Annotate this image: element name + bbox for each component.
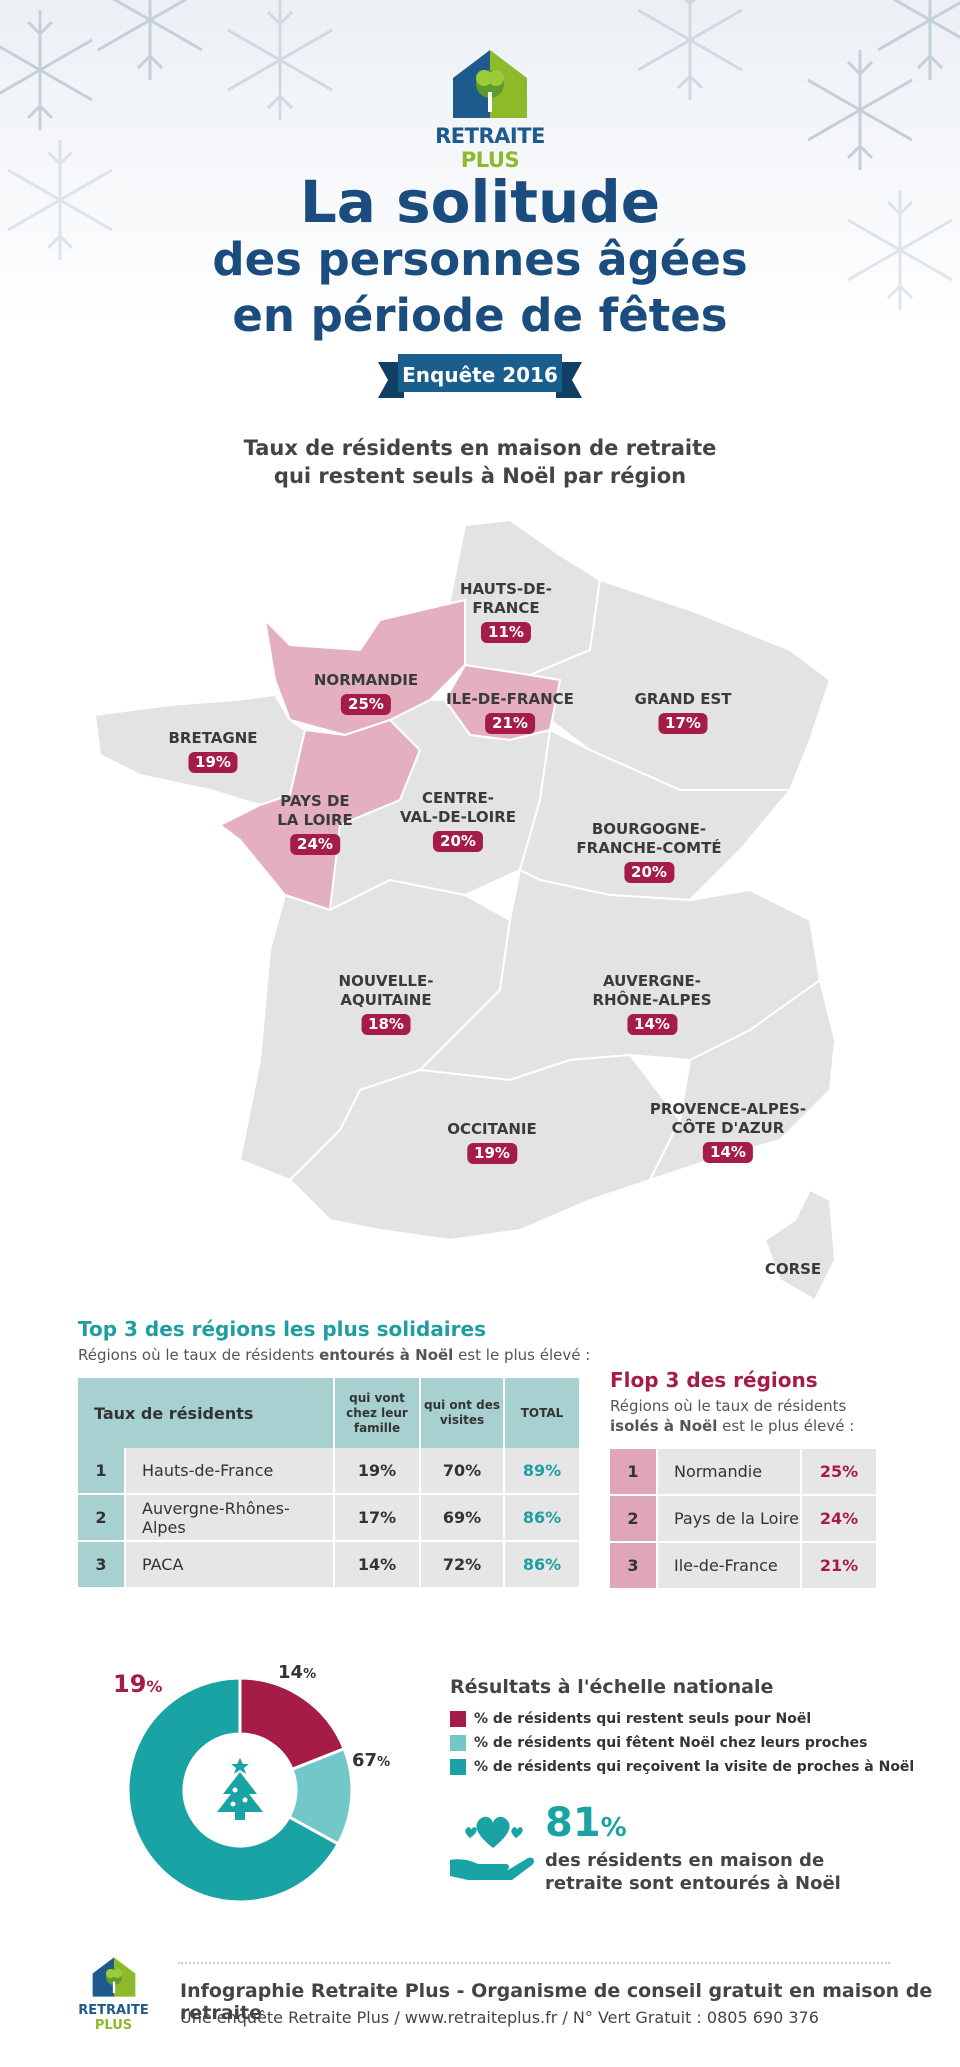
- region-pct-badge: 20%: [433, 831, 483, 852]
- legend-family: % de résidents qui fêtent Noël chez leur…: [450, 1733, 867, 1753]
- brand-name-part1: RETRAITE: [435, 124, 545, 148]
- legend-swatch: [450, 1759, 466, 1775]
- region-label-bourgogne-franche-comte: BOURGOGNE- FRANCHE-COMTÉ 20%: [576, 820, 722, 883]
- donut-label-family: 14%: [278, 1662, 317, 1683]
- flop3-title: Flop 3 des régions: [610, 1368, 818, 1392]
- footer-logo: RETRAITE PLUS: [66, 1955, 161, 2033]
- survey-year-ribbon: Enquête 2016: [402, 363, 558, 387]
- brand-logo: RETRAITE PLUS: [430, 48, 550, 172]
- region-corse: [763, 1188, 837, 1300]
- ribbon-shape: [378, 354, 582, 398]
- footer-divider: [178, 1962, 890, 1964]
- france-map: [93, 518, 837, 1300]
- title-line-2: des personnes âgées: [212, 233, 748, 286]
- heart-hands-icon: [450, 1816, 535, 1880]
- region-pct-badge: 19%: [188, 752, 238, 773]
- map-subtitle-line2: qui restent seuls à Noël par région: [273, 464, 687, 488]
- table-row: 1 Normandie 25%: [610, 1449, 878, 1496]
- top3-header-total: TOTAL: [504, 1378, 581, 1448]
- brand-name-part2: PLUS: [460, 148, 520, 172]
- region-normandie: [263, 598, 466, 737]
- table-row: 3 PACA 14% 72% 86%: [78, 1541, 581, 1589]
- legend-visits: % de résidents qui reçoivent la visite d…: [450, 1757, 914, 1777]
- region-label-paca: PROVENCE-ALPES- CÔTE D'AZUR 14%: [649, 1100, 807, 1163]
- footer-contact: Une enquête Retraite Plus / www.retraite…: [180, 2008, 819, 2027]
- region-pct-badge: 20%: [624, 862, 674, 883]
- donut-slice-2: [126, 1676, 341, 1904]
- region-pct-badge: 24%: [290, 834, 340, 855]
- region-pct-badge: 19%: [467, 1143, 517, 1164]
- region-pct-badge: 17%: [658, 713, 708, 734]
- region-label-corse: CORSE: [764, 1260, 822, 1278]
- flop3-table: 1 Normandie 25% 2 Pays de la Loire 24% 3…: [610, 1449, 878, 1590]
- christmas-tree-icon: [217, 1758, 263, 1820]
- big-stat-text: des résidents en maison de retraite sont…: [545, 1850, 841, 1894]
- region-pct-badge: 14%: [703, 1142, 753, 1163]
- donut-label-alone: 19%: [113, 1670, 163, 1698]
- donut-label-visits: 67%: [352, 1750, 391, 1771]
- top3-header-visits: qui ont des visites: [420, 1378, 505, 1448]
- snowflake-background: [0, 0, 960, 330]
- legend-alone: % de résidents qui restent seuls pour No…: [450, 1709, 811, 1729]
- region-label-grand-est: GRAND EST 17%: [634, 690, 732, 734]
- region-label-occitanie: OCCITANIE 19%: [447, 1120, 537, 1164]
- flop3-description: Régions où le taux de résidents isolés à…: [610, 1397, 855, 1435]
- map-subtitle-line1: Taux de résidents en maison de retraite: [243, 436, 717, 460]
- donut-slice-0: [238, 1676, 347, 1772]
- national-title: Résultats à l'échelle nationale: [450, 1676, 774, 1698]
- main-subtitle: des personnes âgées en période de fêtes: [0, 232, 960, 344]
- top3-header-residents: Taux de résidents: [78, 1378, 335, 1448]
- region-label-pays-de-la-loire: PAYS DE LA LOIRE 24%: [277, 792, 353, 855]
- big-stat: 81%: [545, 1800, 627, 1846]
- region-pct-badge: 14%: [627, 1014, 677, 1035]
- region-pct-badge: 25%: [341, 694, 391, 715]
- region-label-hauts-de-france: HAUTS-DE- FRANCE 11%: [459, 580, 553, 643]
- region-label-centre-val-de-loire: CENTRE- VAL-DE-LOIRE 20%: [399, 789, 517, 852]
- top3-header-family: qui vont chez leur famille: [334, 1378, 421, 1448]
- legend-swatch: [450, 1735, 466, 1751]
- national-donut-chart: [126, 1676, 354, 1904]
- region-label-bretagne: BRETAGNE 19%: [168, 729, 258, 773]
- region-label-normandie: NORMANDIE 25%: [313, 671, 419, 715]
- region-label-auvergne-rhone-alpes: AUVERGNE- RHÔNE-ALPES 14%: [592, 972, 712, 1035]
- table-row: 2 Auvergne-Rhônes-Alpes 17% 69% 86%: [78, 1494, 581, 1542]
- table-row: 1 Hauts-de-France 19% 70% 89%: [78, 1448, 581, 1495]
- top3-title: Top 3 des régions les plus solidaires: [78, 1317, 486, 1341]
- table-row: 2 Pays de la Loire 24%: [610, 1495, 878, 1543]
- house-tree-icon: [453, 50, 527, 118]
- map-subtitle: Taux de résidents en maison de retraite …: [0, 434, 960, 490]
- top3-table: Taux de résidents qui vont chez leur fam…: [78, 1378, 581, 1589]
- legend-swatch: [450, 1711, 466, 1727]
- house-tree-icon: [92, 1957, 135, 1997]
- region-pct-badge: 18%: [361, 1014, 411, 1035]
- footer-title: Infographie Retraite Plus - Organisme de…: [180, 1980, 933, 2024]
- region-label-nouvelle-aquitaine: NOUVELLE- AQUITAINE 18%: [338, 972, 434, 1035]
- region-label-ile-de-france: ILE-DE-FRANCE 21%: [446, 690, 574, 734]
- region-pct-badge: 21%: [485, 713, 535, 734]
- title-line-3: en période de fêtes: [232, 289, 728, 342]
- table-row: 3 Ile-de-France 21%: [610, 1542, 878, 1590]
- region-pct-badge: 11%: [481, 622, 531, 643]
- top3-description: Régions où le taux de résidents entourés…: [78, 1346, 591, 1364]
- main-title: La solitude: [299, 168, 661, 236]
- region-paca: [648, 978, 837, 1182]
